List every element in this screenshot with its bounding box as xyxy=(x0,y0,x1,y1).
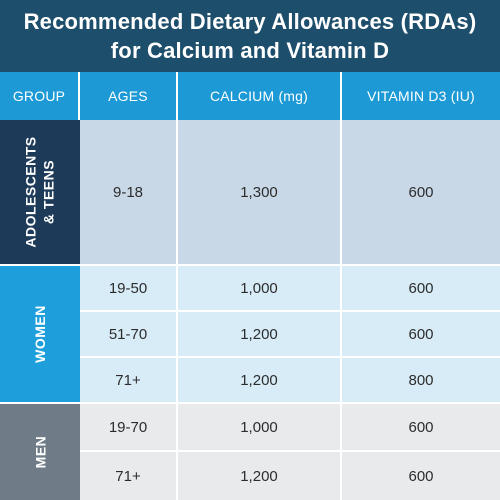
rda-table: GROUP AGES CALCIUM (mg) VITAMIN D3 (IU) … xyxy=(0,72,500,500)
group-teens-line-1: ADOLESCENTS xyxy=(23,136,40,248)
table-row-3-ages: 71+ xyxy=(80,358,178,404)
group-women-label: WOMEN xyxy=(32,305,48,363)
group-women: WOMEN xyxy=(0,266,80,404)
table-row-3-calcium: 1,200 xyxy=(178,358,342,404)
table-row-3-vitamin-d3: 800 xyxy=(342,358,500,404)
table-row-4-ages: 19-70 xyxy=(80,404,178,452)
table-row-2-ages: 51-70 xyxy=(80,312,178,358)
page-title: Recommended Dietary Allowances (RDAs) fo… xyxy=(0,0,500,72)
table-row-5-ages: 71+ xyxy=(80,452,178,500)
table-row-0-calcium: 1,300 xyxy=(178,120,342,266)
table-row-0-ages: 9-18 xyxy=(80,120,178,266)
table-row-1-calcium: 1,000 xyxy=(178,266,342,312)
title-line-1: Recommended Dietary Allowances (RDAs) xyxy=(23,9,477,34)
table-row-2-calcium: 1,200 xyxy=(178,312,342,358)
table-row-4-vitamin-d3: 600 xyxy=(342,404,500,452)
group-men-label: MEN xyxy=(32,435,48,469)
title-line-2: for Calcium and Vitamin D xyxy=(110,38,390,63)
table-row-1-vitamin-d3: 600 xyxy=(342,266,500,312)
header-ages: AGES xyxy=(80,72,178,120)
table-row-5-vitamin-d3: 600 xyxy=(342,452,500,500)
table-row-2-vitamin-d3: 600 xyxy=(342,312,500,358)
header-calcium: CALCIUM (mg) xyxy=(178,72,342,120)
header-vitamin-d3: VITAMIN D3 (IU) xyxy=(342,72,500,120)
group-teens-line-2: & TEENS xyxy=(41,159,58,225)
table-row-0-vitamin-d3: 600 xyxy=(342,120,500,266)
header-group: GROUP xyxy=(0,72,80,120)
table-row-5-calcium: 1,200 xyxy=(178,452,342,500)
table-row-4-calcium: 1,000 xyxy=(178,404,342,452)
table-row-1-ages: 19-50 xyxy=(80,266,178,312)
group-men: MEN xyxy=(0,404,80,500)
group-adolescents-teens: ADOLESCENTS & TEENS xyxy=(0,120,80,266)
